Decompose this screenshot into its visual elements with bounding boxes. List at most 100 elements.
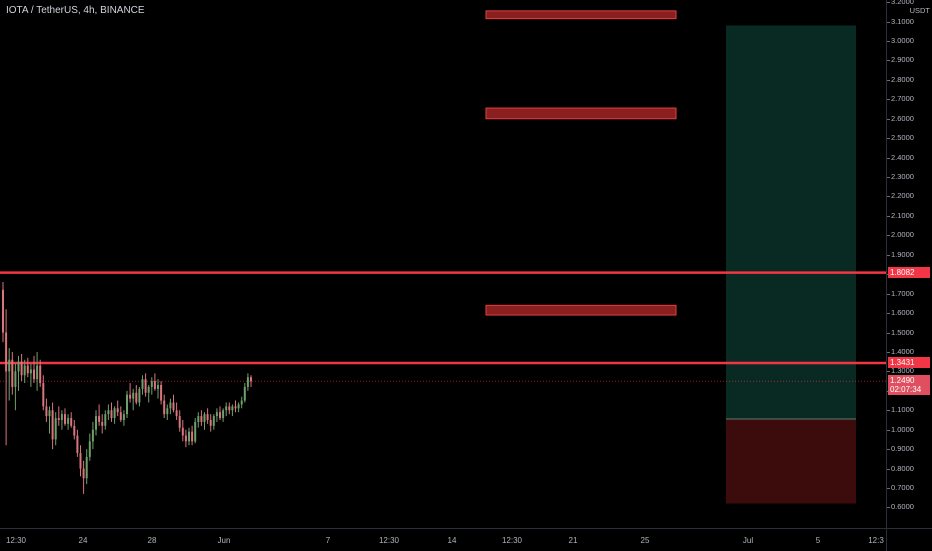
candle-body (197, 416, 200, 422)
candle-body (76, 435, 79, 454)
time-tick-label: 12:30 (5, 536, 27, 545)
price-tick-label: 1.1000 (891, 405, 914, 415)
candle-body (234, 406, 237, 409)
candle-body (91, 429, 94, 442)
candle-body (222, 410, 225, 419)
time-axis[interactable]: 12:30 24 28 Jun 7 12:30 14 12:30 21 25 Jul 5 12:3 (0, 528, 886, 551)
candle-body (36, 365, 39, 380)
candle-body (119, 412, 122, 420)
candle-body (98, 416, 101, 422)
candle-body (95, 416, 97, 430)
price-tick-label: 3.0000 (891, 36, 914, 45)
candle-body (82, 468, 85, 479)
axis-corner (886, 528, 932, 551)
candle-body (45, 406, 48, 417)
candle-body (141, 379, 144, 389)
price-tick-mark (887, 332, 890, 334)
time-tick-label: 7 (325, 536, 331, 545)
price-tick-mark (887, 449, 890, 451)
candle-body (157, 384, 159, 389)
time-tick-label: Jul (742, 536, 754, 545)
chart-pane[interactable]: IOTA / TetherUS, 4h, BINANCE (0, 0, 886, 528)
candle-body (184, 435, 187, 442)
price-tick-label: 2.9000 (891, 55, 914, 65)
candle-body (64, 414, 66, 424)
price-tick-mark (887, 215, 890, 217)
price-tick-label: 2.8000 (891, 74, 914, 84)
level-price-badge: 1.3431 (888, 357, 930, 368)
resistance-zone-2 (485, 107, 677, 120)
time-tick-label: 12:30 (378, 536, 400, 545)
candle-body (73, 425, 76, 436)
time-tick-label: 24 (78, 536, 88, 545)
price-chart[interactable] (0, 0, 886, 528)
candle-body (5, 332, 8, 372)
candle-body (110, 410, 113, 419)
resistance-zone-1 (485, 10, 677, 20)
price-tick-mark (887, 79, 890, 81)
candle-body (42, 383, 45, 407)
price-tick-mark (887, 235, 890, 237)
candle-body (8, 359, 11, 372)
candle-body (160, 384, 163, 401)
candle-body (17, 361, 20, 372)
price-tick-label: 0.7000 (891, 483, 914, 492)
candle-body (153, 381, 156, 389)
candle-body (215, 412, 218, 417)
candle-body (206, 414, 209, 420)
candle-body (129, 394, 132, 399)
price-tick-label: 0.6000 (891, 502, 914, 512)
candle-body (243, 386, 246, 401)
price-tick-mark (887, 177, 890, 179)
candle-body (23, 365, 26, 376)
candle-body (104, 414, 107, 426)
price-tick-mark (887, 99, 890, 101)
candle-body (246, 377, 249, 387)
price-tick-mark (887, 254, 890, 256)
candle-body (33, 369, 35, 380)
candle-body (48, 410, 51, 417)
candle-body (85, 456, 88, 479)
candle-body (219, 412, 221, 419)
price-tick-mark (887, 507, 890, 509)
candle-body (250, 377, 252, 382)
price-tick-label: 2.6000 (891, 113, 914, 123)
candle-body (240, 400, 243, 405)
candle-body (144, 379, 147, 393)
price-tick-label: 2.0000 (891, 230, 914, 240)
symbol-title[interactable]: IOTA / TetherUS, 4h, BINANCE (6, 5, 145, 16)
price-tick-mark (887, 196, 890, 198)
candle-body (2, 289, 4, 333)
candle-body (225, 406, 228, 411)
time-tick-label: 5 (815, 536, 821, 545)
candle-body (163, 400, 166, 415)
candle-body (191, 431, 194, 442)
candle-body (169, 402, 172, 409)
price-tick-label: 2.2000 (891, 191, 914, 201)
price-tick-mark (887, 118, 890, 120)
price-tick-label: 3.1000 (891, 16, 914, 26)
time-tick-label: 12:3 (868, 536, 884, 545)
candle-body (70, 418, 73, 426)
candle-body (122, 414, 125, 420)
time-tick-label: 12:30 (501, 536, 523, 545)
price-tick-label: 1.5000 (891, 327, 914, 337)
time-tick-label: 21 (568, 536, 578, 545)
price-tick-label: 0.8000 (891, 463, 914, 473)
candle-body (57, 418, 60, 420)
candle-body (150, 381, 153, 387)
price-tick-label: 1.9000 (891, 249, 914, 259)
candle-body (60, 414, 63, 420)
price-axis[interactable]: USDT 3.2000 3.1000 3.0000 2.9000 2.8000 2.700… (886, 0, 932, 528)
candle-body (138, 388, 141, 403)
candle-body (175, 410, 178, 417)
price-tick-mark (887, 410, 890, 412)
candle-body (107, 410, 110, 415)
candle-body (132, 392, 135, 399)
candle-body (67, 418, 70, 424)
price-tick-mark (887, 429, 890, 431)
price-tick-mark (887, 468, 890, 470)
price-tick-mark (887, 293, 890, 295)
position-profit-zone (726, 25, 856, 420)
time-tick-label: 25 (640, 536, 650, 545)
